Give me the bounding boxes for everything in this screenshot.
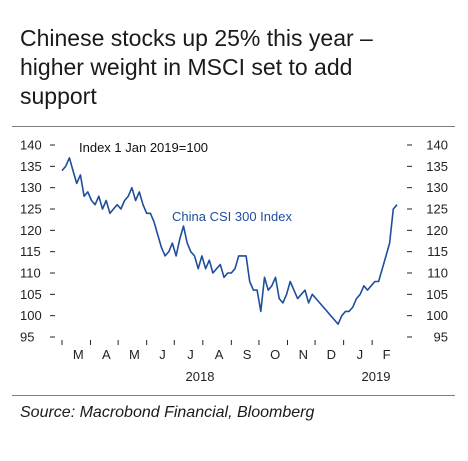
y-tick-label-left: 105 [20,287,42,302]
source-note: Source: Macrobond Financial, Bloomberg [20,404,315,421]
x-tick-label: J [187,347,194,362]
index-annotation: Index 1 Jan 2019=100 [79,140,208,155]
y-tick-label-right: 110 [427,266,448,281]
y-tick-label-right: 130 [426,180,448,195]
x-tick-label: S [243,347,252,362]
y-tick-label-left: 130 [20,180,42,195]
title-line-3: support [20,83,97,109]
top-divider [12,126,455,127]
x-tick-label: O [270,347,280,362]
title-line-1: Chinese stocks up 25% this year – [20,25,373,51]
x-tick-label: M [129,347,140,362]
x-tick-label: A [215,347,224,362]
y-tick-label-left: 100 [20,308,42,323]
series-label: China CSI 300 Index [172,209,292,224]
y-tick-label-right: 120 [426,223,448,238]
x-tick-label: J [357,347,364,362]
x-year-label: 2018 [186,369,215,384]
y-tick-label-right: 100 [426,308,448,323]
y-tick-label-right: 115 [427,244,448,259]
y-tick-label-left: 110 [20,266,41,281]
x-tick-label: D [327,347,336,362]
x-tick-label: M [73,347,84,362]
y-tick-label-left: 115 [20,244,41,259]
y-tick-label-left: 140 [20,138,42,153]
title-line-2: higher weight in MSCI set to add [20,54,353,80]
x-tick-label: J [159,347,166,362]
x-tick-label: F [383,347,391,362]
y-tick-label-left: 135 [20,159,42,174]
chart-title: Chinese stocks up 25% this year – higher… [20,24,460,111]
y-tick-label-left: 120 [20,223,42,238]
y-tick-label-left: 125 [20,202,42,217]
x-tick-label: A [102,347,111,362]
series-line-csi300 [61,157,398,326]
x-tick-label: N [299,347,308,362]
y-tick-label-right: 140 [426,138,448,153]
y-tick-label-left: 95 [20,330,34,345]
y-tick-label-right: 95 [434,330,448,345]
y-tick-label-right: 105 [426,287,448,302]
y-tick-label-right: 125 [426,202,448,217]
y-tick-label-right: 135 [426,159,448,174]
x-year-label: 2019 [362,369,391,384]
bottom-divider [12,395,455,396]
